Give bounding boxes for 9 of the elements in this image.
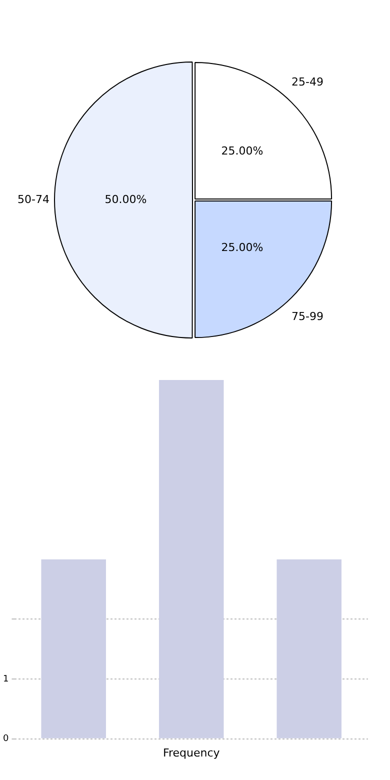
y-tick-label: 0 xyxy=(2,734,9,744)
slice-label: 50-74 xyxy=(18,192,50,206)
y-tick-label: 1 xyxy=(2,674,9,684)
slice-label: 75-99 xyxy=(292,310,324,324)
slice-label: 25-49 xyxy=(292,76,324,89)
data-label: 25.00% xyxy=(221,144,264,158)
data-label: 25.00% xyxy=(221,241,264,254)
x-axis-title: Frequency xyxy=(162,746,220,760)
data-label: 50.00% xyxy=(104,192,147,206)
